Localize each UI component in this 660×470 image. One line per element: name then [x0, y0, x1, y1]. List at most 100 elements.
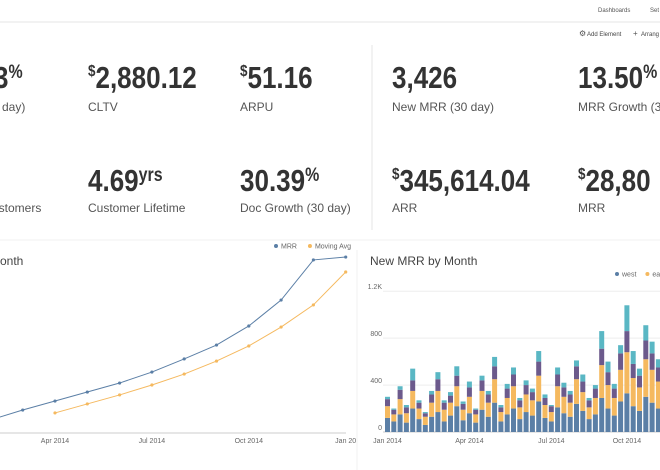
bar-segment	[416, 408, 422, 420]
bar-segment	[592, 397, 598, 415]
bar-segment	[435, 390, 441, 413]
kpi-number: 2,880.12	[95, 61, 196, 96]
bar-segment	[492, 366, 498, 380]
bar-segment	[498, 407, 504, 413]
bar-segment	[385, 406, 390, 418]
bar-segment	[429, 390, 435, 395]
bar-segment	[536, 351, 542, 362]
bar-segment	[561, 413, 567, 432]
bar-segment	[429, 394, 435, 403]
bar-segment	[397, 386, 403, 390]
bar-segment	[630, 378, 636, 407]
bar-segment	[485, 402, 491, 417]
bar-segment	[567, 416, 573, 432]
kpi-prefix: $	[578, 166, 585, 183]
x-tick-label: Oct 2014	[235, 438, 264, 445]
bar-segment	[618, 369, 624, 402]
bar-segment	[473, 409, 479, 415]
bar-segment	[649, 353, 655, 370]
bar-segment	[542, 405, 548, 418]
y-tick-label: 800	[370, 331, 382, 338]
bar-segment	[429, 402, 435, 417]
bar-segment	[637, 387, 642, 411]
kpi-suffix: %	[8, 61, 23, 83]
bar-segment	[523, 385, 529, 395]
line-point	[85, 390, 89, 394]
y-tick-label: 0	[378, 425, 382, 432]
kpi-number: 28,80	[585, 164, 650, 199]
kpi-number: 51.16	[247, 61, 312, 96]
kpi-value-text: $28,80	[578, 164, 651, 199]
bar-segment	[592, 388, 598, 398]
bar-segment	[630, 351, 636, 364]
toolbar-button[interactable]: Arrang	[641, 32, 659, 38]
line-series	[0, 256, 346, 418]
bar-segment	[618, 401, 624, 432]
line-point	[214, 359, 219, 363]
bar-segment	[561, 382, 567, 388]
x-tick-label: Oct 2014	[613, 438, 642, 445]
bar-segment	[485, 394, 491, 403]
bar-segment	[580, 410, 586, 432]
bar-segment	[523, 394, 529, 413]
bar-segment	[605, 385, 611, 409]
y-tick-label: 1.2K	[368, 284, 383, 291]
kpi-label: Doc Growth (30 day)	[240, 201, 351, 215]
bar-segment	[498, 405, 504, 408]
kpi-prefix: $	[392, 166, 399, 183]
bar-segment	[479, 380, 485, 391]
bar-segment	[517, 407, 523, 420]
bar-segment	[529, 400, 535, 416]
bar-segment	[649, 402, 655, 432]
nav-link[interactable]: Set	[650, 8, 659, 14]
bar-segment	[542, 394, 548, 398]
bar-segment	[548, 412, 554, 422]
legend-label: west	[621, 272, 636, 279]
line-point	[85, 402, 89, 406]
x-tick-label: Jan 20	[335, 438, 356, 445]
bar-segment	[655, 359, 660, 368]
bar-segment	[574, 379, 579, 404]
x-tick-label: Apr 2014	[455, 438, 484, 445]
toolbar-icon[interactable]: ⚙	[579, 29, 586, 38]
bar-segment	[397, 389, 403, 400]
bar-segment	[517, 400, 523, 408]
nav-bar	[0, 0, 660, 22]
bar-segment	[649, 341, 655, 354]
kpi-prefix: $	[240, 63, 247, 80]
line-point	[279, 325, 283, 329]
line-point	[311, 303, 315, 307]
legend-swatch	[645, 272, 650, 276]
bar-segment	[580, 374, 586, 382]
line-point	[118, 393, 122, 397]
bar-segment	[391, 414, 397, 422]
bar-segment	[586, 407, 592, 420]
bar-segment	[498, 421, 504, 432]
nav-link[interactable]: Dashboards	[598, 8, 630, 14]
bar-segment	[416, 402, 422, 409]
bar-segment	[592, 385, 598, 389]
line-point	[150, 383, 154, 387]
bar-segment	[391, 409, 397, 415]
line-point	[214, 343, 219, 347]
kpi-value-text: 3,426	[392, 61, 457, 96]
kpi-value: $345,614.04	[392, 164, 530, 199]
kpi-number: 3	[0, 61, 8, 96]
bar-segment	[605, 408, 611, 432]
toolbar-icon[interactable]: +	[633, 29, 638, 38]
bar-segment	[504, 383, 510, 389]
legend-label: MRR	[281, 244, 297, 251]
kpi-prefix: $	[88, 63, 95, 80]
bar-segment	[410, 368, 416, 381]
bar-segment	[511, 367, 516, 375]
bar-segment	[529, 415, 535, 432]
line-point	[53, 399, 57, 403]
toolbar-button[interactable]: Add Element	[587, 32, 622, 38]
bar-segment	[517, 419, 523, 432]
bar-segment	[422, 416, 428, 425]
line-point	[150, 370, 154, 374]
bar-segment	[466, 387, 472, 397]
line-point	[279, 298, 283, 302]
bar-segment	[637, 368, 642, 376]
